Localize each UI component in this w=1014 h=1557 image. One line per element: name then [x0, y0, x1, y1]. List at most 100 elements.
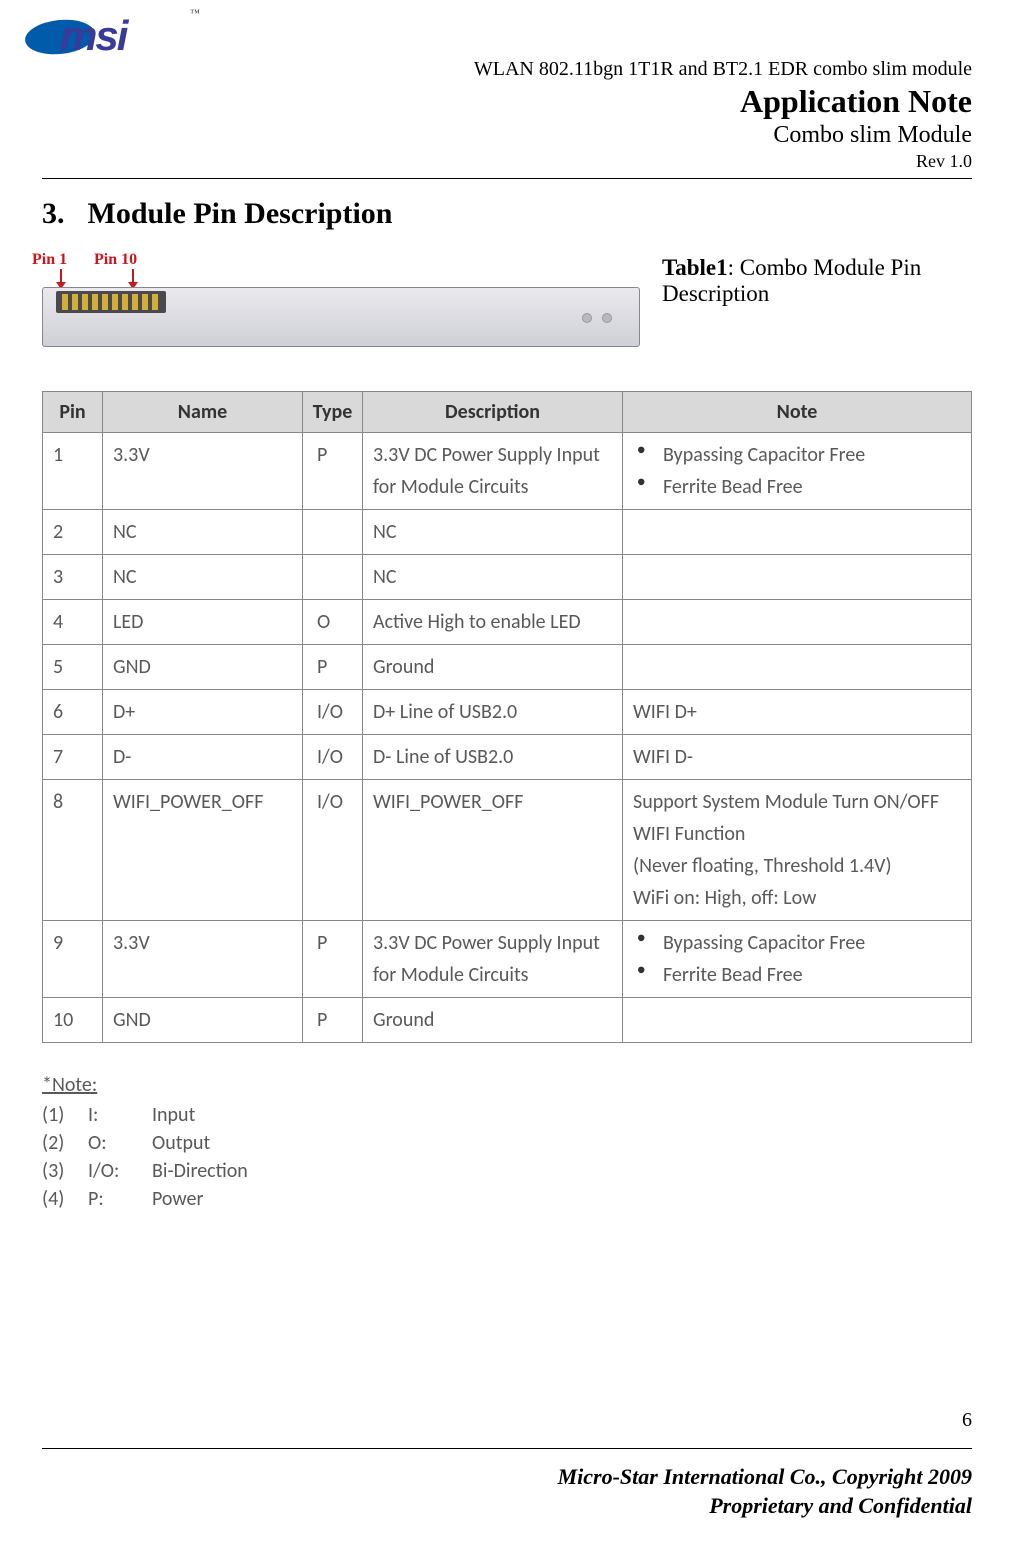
cell-name: GND [103, 998, 303, 1043]
pin-description-table: Pin Name Type Description Note 13.3VP3.3… [42, 391, 972, 1043]
note-line: WIFI D- [633, 741, 961, 773]
note-legend-row: (2)O:Output [42, 1131, 972, 1155]
note-idx: (2) [42, 1131, 74, 1155]
table-row: 7D-I/OD- Line of USB2.0 WIFI D- [43, 735, 972, 780]
cell-pin: 2 [43, 510, 103, 555]
cell-description: NC [363, 555, 623, 600]
table-row: 8WIFI_POWER_OFFI/OWIFI_POWER_OFFSupport … [43, 780, 972, 921]
note-section: *Note: (1)I:Input(2)O:Output(3)I/O:Bi-Di… [42, 1073, 972, 1211]
note-key: I: [88, 1103, 138, 1127]
cell-type [303, 510, 363, 555]
pin1-arrow-icon [60, 269, 62, 283]
table-row: 13.3VP3.3V DC Power Supply Input for Mod… [43, 433, 972, 510]
cell-type: I/O [303, 690, 363, 735]
table-row: 10GNDPGround [43, 998, 972, 1043]
cell-pin: 1 [43, 433, 103, 510]
section-number: 3. [42, 197, 80, 231]
note-value: Output [152, 1131, 210, 1155]
note-line: Support System Module Turn ON/OFF WIFI F… [633, 786, 961, 850]
footer-line1: Micro-Star International Co., Copyright … [558, 1462, 972, 1492]
cell-description: D- Line of USB2.0 [363, 735, 623, 780]
module-dot-icon [602, 313, 612, 323]
note-idx: (3) [42, 1159, 74, 1183]
cell-name: 3.3V [103, 921, 303, 998]
cell-note: WIFI D- [623, 735, 972, 780]
cell-type: P [303, 921, 363, 998]
pin10-arrow-icon [132, 269, 134, 283]
cell-note: Support System Module Turn ON/OFF WIFI F… [623, 780, 972, 921]
cell-description: 3.3V DC Power Supply Input for Module Ci… [363, 433, 623, 510]
cell-pin: 5 [43, 645, 103, 690]
th-description: Description [363, 392, 623, 433]
th-note: Note [623, 392, 972, 433]
cell-note: WIFI D+ [623, 690, 972, 735]
doc-revision: Rev 1.0 [42, 151, 972, 172]
cell-type: I/O [303, 735, 363, 780]
table-row: 3NCNC [43, 555, 972, 600]
note-key: I/O: [88, 1159, 138, 1183]
cell-name: D+ [103, 690, 303, 735]
section-heading: 3. Module Pin Description [42, 197, 972, 231]
note-value: Bi-Direction [152, 1159, 248, 1183]
cell-description: 3.3V DC Power Supply Input for Module Ci… [363, 921, 623, 998]
cell-note [623, 645, 972, 690]
note-bullet: Ferrite Bead Free [633, 471, 961, 503]
module-diagram: Pin 1 Pin 10 [42, 253, 642, 351]
note-legend-row: (4) P: Power [42, 1187, 972, 1211]
note-key: P: [88, 1187, 138, 1211]
table-row: 5GNDPGround [43, 645, 972, 690]
cell-name: 3.3V [103, 433, 303, 510]
page-number: 6 [962, 1409, 972, 1432]
table-header-row: Pin Name Type Description Note [43, 392, 972, 433]
cell-note: Bypassing Capacitor FreeFerrite Bead Fre… [623, 921, 972, 998]
module-dot-icon [582, 313, 592, 323]
cell-description: WIFI_POWER_OFF [363, 780, 623, 921]
header-divider [42, 178, 972, 179]
cell-pin: 8 [43, 780, 103, 921]
note-bullet: Ferrite Bead Free [633, 959, 961, 991]
pin10-label: Pin 10 [94, 251, 137, 269]
cell-name: D- [103, 735, 303, 780]
note-line: WiFi on: High, off: Low [633, 882, 961, 914]
note-idx: (4) [42, 1187, 74, 1211]
cell-pin: 7 [43, 735, 103, 780]
cell-pin: 6 [43, 690, 103, 735]
table-row: 2NCNC [43, 510, 972, 555]
cell-note: Bypassing Capacitor FreeFerrite Bead Fre… [623, 433, 972, 510]
section-title: Module Pin Description [88, 197, 393, 230]
cell-description: Active High to enable LED [363, 600, 623, 645]
note-idx: (1) [42, 1103, 74, 1127]
doc-subtitle: Combo slim Module [42, 122, 972, 149]
note-value: Power [152, 1187, 203, 1211]
th-type: Type [303, 392, 363, 433]
pin1-label: Pin 1 [32, 251, 67, 269]
footer-line2: Proprietary and Confidential [558, 1491, 972, 1521]
cell-note [623, 600, 972, 645]
footer-divider [42, 1448, 972, 1449]
table-caption: Table1: Combo Module Pin Description [662, 253, 972, 307]
cell-type: P [303, 645, 363, 690]
cell-description: Ground [363, 998, 623, 1043]
msi-logo: msi ™ [25, 0, 195, 75]
cell-name: GND [103, 645, 303, 690]
note-heading: *Note: [42, 1073, 972, 1097]
cell-type [303, 555, 363, 600]
cell-pin: 3 [43, 555, 103, 600]
note-line: (Never floating, Threshold 1.4V) [633, 850, 961, 882]
note-bullet: Bypassing Capacitor Free [633, 927, 961, 959]
cell-type: I/O [303, 780, 363, 921]
th-pin: Pin [43, 392, 103, 433]
cell-name: WIFI_POWER_OFF [103, 780, 303, 921]
cell-description: Ground [363, 645, 623, 690]
cell-note [623, 998, 972, 1043]
cell-name: LED [103, 600, 303, 645]
cell-pin: 10 [43, 998, 103, 1043]
th-name: Name [103, 392, 303, 433]
cell-pin: 9 [43, 921, 103, 998]
table-row: 4LEDOActive High to enable LED [43, 600, 972, 645]
note-legend-row: (1)I:Input [42, 1103, 972, 1127]
note-legend-row: (3) I/O: Bi-Direction [42, 1159, 972, 1183]
cell-name: NC [103, 555, 303, 600]
table-caption-label: Table1 [662, 255, 728, 280]
note-line: WIFI D+ [633, 696, 961, 728]
